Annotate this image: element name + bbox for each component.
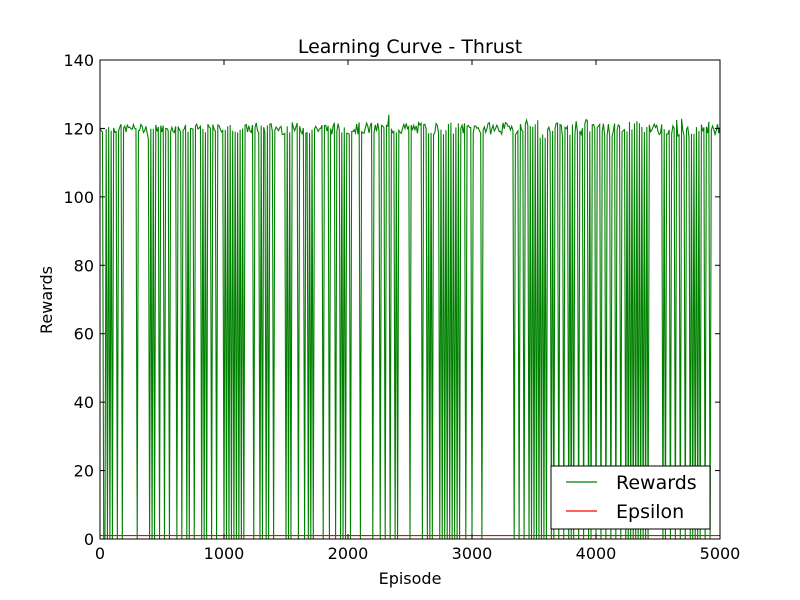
legend-box [550, 465, 711, 530]
y-tick-label: 80 [74, 256, 94, 275]
x-tick-label: 3000 [452, 544, 493, 563]
x-tick-label: 1000 [204, 544, 245, 563]
y-tick-label: 120 [63, 119, 94, 138]
y-tick-label: 60 [74, 325, 94, 344]
legend-label-rewards: Rewards [616, 472, 697, 494]
x-tick-label: 2000 [328, 544, 369, 563]
x-tick-label: 4000 [576, 544, 617, 563]
plot-area: 0 1000 2000 3000 4000 5000 0 20 40 60 80 100 120 140 [63, 51, 740, 563]
legend: Rewards Epsilon [550, 465, 711, 530]
y-tick-label: 0 [84, 530, 94, 549]
y-tick-label: 40 [74, 393, 94, 412]
legend-label-epsilon: Epsilon [616, 501, 684, 523]
y-tick-label: 140 [63, 51, 94, 70]
plot-frame [99, 59, 721, 540]
y-axis-label: Rewards [37, 266, 56, 334]
y-tick-label: 100 [63, 188, 94, 207]
x-tick-label: 5000 [700, 544, 741, 563]
y-tick-label: 20 [74, 462, 94, 481]
chart-title: Learning Curve - Thrust [298, 36, 522, 58]
x-tick-label: 0 [95, 544, 105, 563]
x-axis-label: Episode [379, 569, 442, 588]
